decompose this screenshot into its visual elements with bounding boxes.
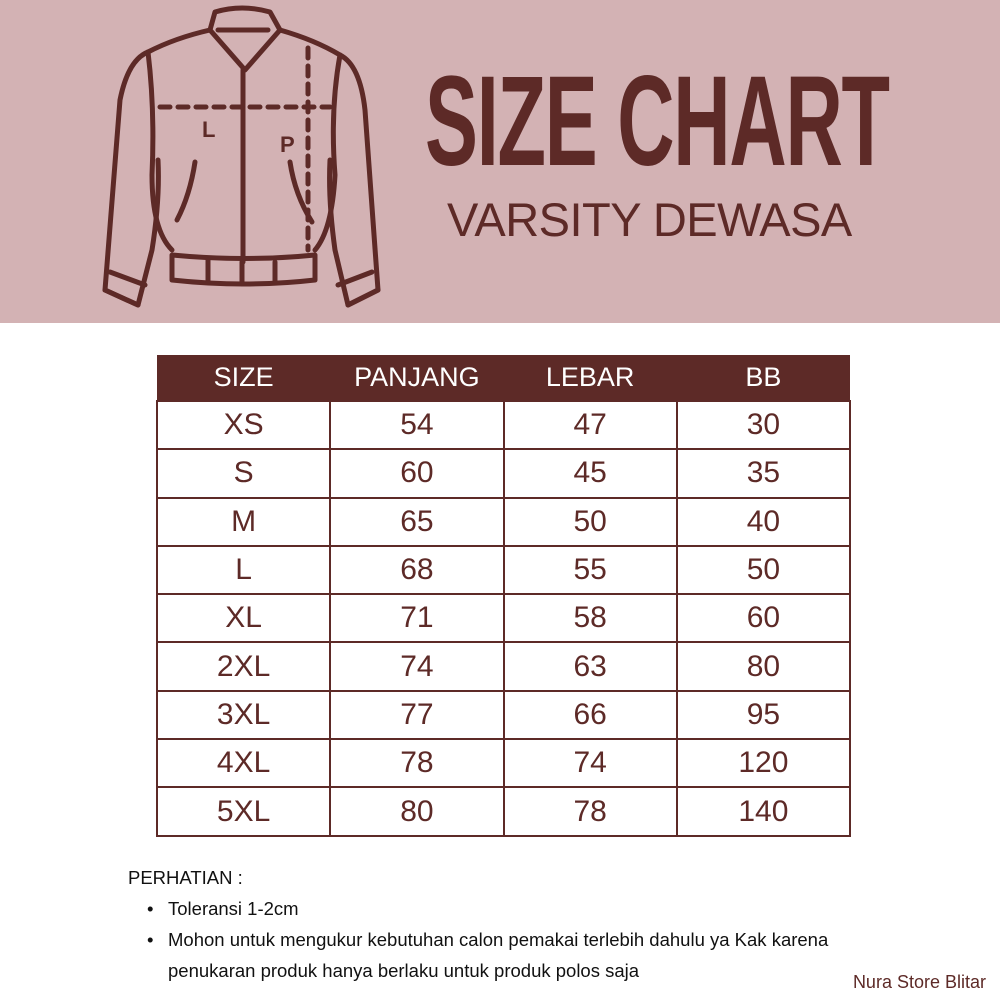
table-cell: 120 bbox=[675, 738, 852, 789]
table-cell: 140 bbox=[675, 786, 852, 837]
header-lebar: LEBAR bbox=[503, 355, 677, 401]
table-cell: 50 bbox=[502, 496, 678, 547]
table-cell: 30 bbox=[675, 399, 852, 451]
table-cell: 74 bbox=[329, 641, 505, 692]
table-header-row: SIZE PANJANG LEBAR BB bbox=[157, 355, 850, 401]
table-cell: 58 bbox=[502, 593, 678, 644]
table-cell: 63 bbox=[502, 641, 678, 692]
table-cell: 78 bbox=[329, 738, 505, 789]
table-row: 5XL 80 78 140 bbox=[155, 786, 852, 837]
table-cell: 40 bbox=[675, 496, 852, 547]
header-banner: L P SIZE CHART VARSITY DEWASA bbox=[0, 0, 1000, 323]
size-table: SIZE PANJANG LEBAR BB XS 54 47 30 S 60 45 35 M 65… bbox=[155, 355, 852, 837]
table-row: XS 54 47 30 bbox=[155, 399, 852, 451]
table-cell: 60 bbox=[329, 448, 505, 499]
table-row: M 65 50 40 bbox=[155, 496, 852, 547]
header-bb: BB bbox=[676, 355, 850, 401]
header-panjang: PANJANG bbox=[330, 355, 504, 401]
notes-list: Toleransi 1-2cm Mohon untuk mengukur keb… bbox=[147, 893, 917, 986]
table-cell: 80 bbox=[675, 641, 852, 692]
table-cell: XS bbox=[155, 399, 332, 451]
table-cell: 68 bbox=[329, 544, 505, 596]
table-cell: 50 bbox=[675, 544, 852, 596]
table-row: S 60 45 35 bbox=[155, 448, 852, 499]
table-cell: 95 bbox=[675, 689, 852, 741]
table-cell: M bbox=[155, 496, 332, 547]
table-cell: 77 bbox=[329, 689, 505, 741]
table-cell: 5XL bbox=[155, 786, 332, 837]
table-cell: 47 bbox=[502, 399, 678, 451]
table-cell: 60 bbox=[675, 593, 852, 644]
table-cell: S bbox=[155, 448, 332, 499]
page-subtitle: VARSITY DEWASA bbox=[447, 193, 852, 246]
table-cell: 54 bbox=[329, 399, 505, 451]
header-size: SIZE bbox=[157, 355, 331, 401]
length-label: P bbox=[280, 132, 295, 157]
table-cell: 4XL bbox=[155, 738, 332, 789]
table-cell: XL bbox=[155, 593, 332, 644]
table-cell: 2XL bbox=[155, 641, 332, 692]
width-label: L bbox=[202, 117, 215, 142]
notes-heading: PERHATIAN : bbox=[128, 867, 243, 888]
notes: PERHATIAN : Toleransi 1-2cm Mohon untuk … bbox=[128, 862, 917, 986]
table-cell: 3XL bbox=[155, 689, 332, 741]
table-row: 2XL 74 63 80 bbox=[155, 641, 852, 692]
table-cell: 65 bbox=[329, 496, 505, 547]
table-row: 4XL 78 74 120 bbox=[155, 738, 852, 789]
table-cell: 35 bbox=[675, 448, 852, 499]
table-cell: 55 bbox=[502, 544, 678, 596]
table-cell: 78 bbox=[502, 786, 678, 837]
note-item: Mohon untuk mengukur kebutuhan calon pem… bbox=[147, 924, 917, 986]
table-cell: 45 bbox=[502, 448, 678, 499]
page-title: SIZE CHART bbox=[425, 50, 890, 193]
table-row: 3XL 77 66 95 bbox=[155, 689, 852, 741]
table-cell: 66 bbox=[502, 689, 678, 741]
table-row: L 68 55 50 bbox=[155, 544, 852, 596]
varsity-jacket-icon: L P bbox=[102, 5, 381, 308]
table-row: XL 71 58 60 bbox=[155, 593, 852, 644]
table-cell: 71 bbox=[329, 593, 505, 644]
table-cell: 80 bbox=[329, 786, 505, 837]
table-cell: L bbox=[155, 544, 332, 596]
table-cell: 74 bbox=[502, 738, 678, 789]
note-item: Toleransi 1-2cm bbox=[147, 893, 917, 924]
brand-watermark: Nura Store Blitar bbox=[852, 972, 986, 992]
